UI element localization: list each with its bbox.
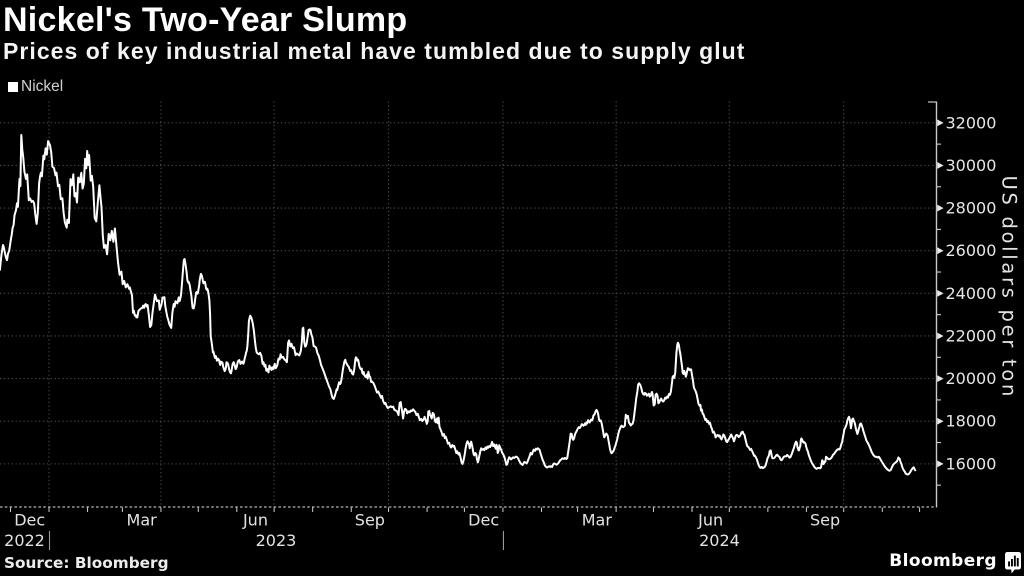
- y-major-tick: [937, 417, 944, 425]
- y-tick-label: 30000: [946, 156, 997, 175]
- y-tick-label: 32000: [946, 113, 997, 132]
- y-major-tick: [937, 247, 944, 255]
- x-month-label: Jun: [242, 511, 268, 530]
- price-line-nickel: [0, 134, 917, 476]
- y-major-tick: [937, 375, 944, 383]
- x-year-label: 2024: [699, 531, 740, 550]
- x-month-label: Mar: [582, 511, 613, 530]
- source-note: Source: Bloomberg: [4, 554, 169, 572]
- x-month-label: Dec: [14, 511, 45, 530]
- y-major-tick: [937, 332, 944, 340]
- y-axis-title: US dollars per ton: [998, 176, 1021, 399]
- y-tick-label: 16000: [946, 454, 997, 473]
- y-tick-label: 20000: [946, 369, 997, 388]
- x-year-label: 2022: [4, 531, 45, 550]
- y-tick-label: 18000: [946, 412, 997, 431]
- bloomberg-chart-bubble-icon: [1005, 552, 1021, 574]
- x-month-label: Mar: [127, 511, 158, 530]
- brand-wordmark: Bloomberg: [889, 551, 997, 571]
- legend-swatch-icon: [8, 81, 18, 92]
- x-month-label: Sep: [355, 511, 385, 530]
- y-tick-label: 28000: [946, 199, 997, 218]
- y-major-tick: [937, 289, 944, 297]
- chart-subtitle: Prices of key industrial metal have tumb…: [3, 38, 746, 64]
- legend: Nickel: [8, 79, 63, 95]
- legend-label: Nickel: [21, 78, 64, 95]
- y-tick-label: 26000: [946, 241, 997, 260]
- y-major-tick: [937, 460, 944, 468]
- chart-title: Nickel's Two-Year Slump: [3, 1, 408, 39]
- x-month-label: Sep: [810, 511, 840, 530]
- y-major-tick: [937, 119, 944, 127]
- x-year-label: 2023: [256, 531, 297, 550]
- x-month-label: Jun: [697, 511, 723, 530]
- x-month-label: Dec: [468, 511, 499, 530]
- y-major-tick: [937, 162, 944, 169]
- y-tick-label: 22000: [946, 326, 997, 345]
- y-major-tick: [937, 204, 944, 212]
- y-tick-label: 24000: [946, 284, 997, 303]
